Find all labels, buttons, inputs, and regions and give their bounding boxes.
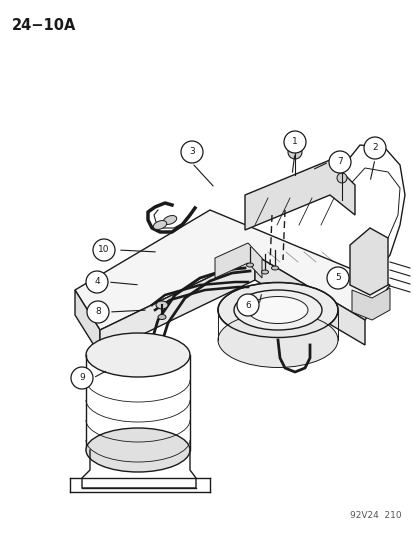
Circle shape [93,239,115,261]
Circle shape [287,145,301,159]
Ellipse shape [156,301,168,309]
Ellipse shape [153,221,166,229]
Polygon shape [75,290,100,355]
Ellipse shape [218,312,337,367]
Ellipse shape [247,296,307,324]
Text: 6: 6 [244,301,250,310]
Polygon shape [349,228,387,295]
Ellipse shape [86,428,190,472]
Text: 1: 1 [292,138,297,147]
Ellipse shape [218,282,337,337]
Polygon shape [75,210,389,330]
Circle shape [87,301,109,323]
Text: 10: 10 [98,246,109,254]
Ellipse shape [158,314,166,319]
Circle shape [86,271,108,293]
Circle shape [363,137,385,159]
Circle shape [283,131,305,153]
Ellipse shape [261,270,268,274]
Circle shape [328,151,350,173]
Circle shape [71,367,93,389]
Polygon shape [254,255,364,345]
Circle shape [236,294,259,316]
Ellipse shape [233,290,321,330]
Polygon shape [351,288,389,320]
Polygon shape [244,160,354,230]
Polygon shape [100,255,254,355]
Circle shape [180,141,202,163]
Ellipse shape [163,215,176,224]
Text: 24−10A: 24−10A [12,18,76,33]
Text: 3: 3 [189,148,195,157]
Text: 2: 2 [371,143,377,152]
Text: 92V24  210: 92V24 210 [349,511,401,520]
Text: 8: 8 [95,308,101,317]
Ellipse shape [246,263,253,267]
Circle shape [336,173,346,183]
Text: 5: 5 [334,273,340,282]
Text: 4: 4 [94,278,100,287]
Ellipse shape [86,333,190,377]
Polygon shape [214,243,261,278]
Text: 7: 7 [336,157,342,166]
Circle shape [326,267,348,289]
Ellipse shape [271,266,278,270]
Text: 9: 9 [79,374,85,383]
